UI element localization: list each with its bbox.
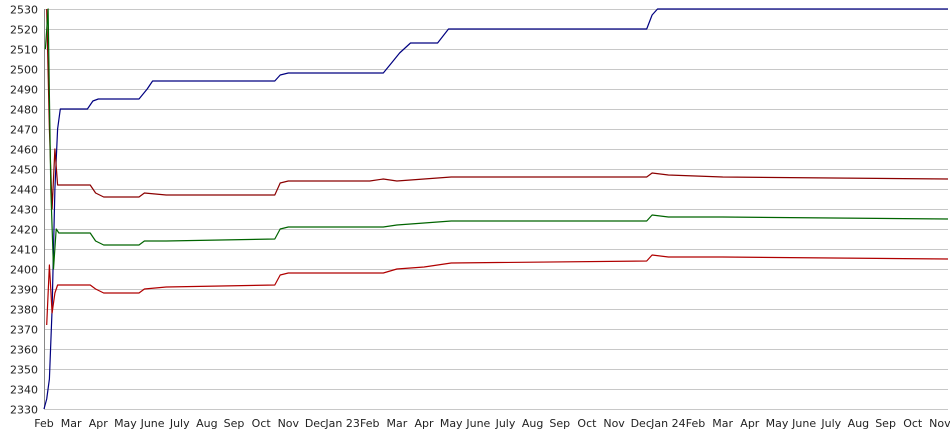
y-tick-label: 2500 bbox=[10, 64, 38, 77]
x-tick-label: Dec bbox=[631, 417, 652, 430]
x-tick-label: Oct bbox=[903, 417, 923, 430]
x-tick-label: July bbox=[169, 417, 190, 430]
x-tick-label: July bbox=[495, 417, 516, 430]
x-tick-label: Mar bbox=[61, 417, 82, 430]
x-tick-label: Jan 23 bbox=[324, 417, 359, 430]
series-line-2 bbox=[46, 8, 949, 210]
x-tick-label: Sep bbox=[549, 417, 570, 430]
y-tick-label: 2360 bbox=[10, 344, 38, 357]
y-tick-label: 2480 bbox=[10, 104, 38, 117]
x-tick-label: May bbox=[766, 417, 789, 430]
y-tick-label: 2490 bbox=[10, 84, 38, 97]
y-axis: 2330 2340 2350 2360 2370 2380 2390 2400 2410 2420… bbox=[10, 4, 38, 417]
series-line-4 bbox=[46, 254, 949, 326]
x-axis: Feb Mar Apr May June July Aug Sep Oct Nov Dec Jan 2… bbox=[34, 417, 950, 430]
x-tick-label: Nov bbox=[929, 417, 950, 430]
y-tick-label: 2440 bbox=[10, 184, 38, 197]
x-tick-label: May bbox=[440, 417, 463, 430]
y-tick-label: 2400 bbox=[10, 264, 38, 277]
x-tick-label: Dec bbox=[305, 417, 326, 430]
x-tick-label: Oct bbox=[577, 417, 597, 430]
x-tick-label: May bbox=[114, 417, 137, 430]
y-tick-label: 2390 bbox=[10, 284, 38, 297]
x-tick-label: Apr bbox=[740, 417, 760, 430]
series-line-3 bbox=[44, 8, 949, 270]
x-tick-label: Feb bbox=[686, 417, 705, 430]
x-tick-label: June bbox=[791, 417, 816, 430]
x-tick-label: June bbox=[465, 417, 490, 430]
y-tick-label: 2330 bbox=[10, 404, 38, 417]
x-tick-label: Nov bbox=[603, 417, 625, 430]
x-tick-label: Oct bbox=[252, 417, 272, 430]
x-tick-label: Nov bbox=[278, 417, 300, 430]
y-tick-label: 2410 bbox=[10, 244, 38, 257]
y-tick-label: 2530 bbox=[10, 4, 38, 17]
x-tick-label: Sep bbox=[875, 417, 896, 430]
x-tick-label: Aug bbox=[848, 417, 869, 430]
x-tick-label: Feb bbox=[360, 417, 379, 430]
y-tick-label: 2450 bbox=[10, 164, 38, 177]
x-tick-label: June bbox=[140, 417, 165, 430]
y-tick-label: 2460 bbox=[10, 144, 38, 157]
x-tick-label: Mar bbox=[712, 417, 733, 430]
y-tick-label: 2430 bbox=[10, 204, 38, 217]
x-tick-label: Sep bbox=[224, 417, 245, 430]
x-tick-label: July bbox=[820, 417, 841, 430]
x-tick-label: Feb bbox=[34, 417, 53, 430]
y-tick-label: 2340 bbox=[10, 384, 38, 397]
x-tick-label: Apr bbox=[415, 417, 435, 430]
grid bbox=[44, 9, 948, 410]
x-tick-label: Aug bbox=[196, 417, 217, 430]
y-tick-label: 2470 bbox=[10, 124, 38, 137]
x-tick-label: Aug bbox=[522, 417, 543, 430]
y-tick-label: 2520 bbox=[10, 24, 38, 37]
x-tick-label: Jan 24 bbox=[650, 417, 685, 430]
y-tick-label: 2510 bbox=[10, 44, 38, 57]
x-tick-label: Mar bbox=[387, 417, 408, 430]
y-tick-label: 2370 bbox=[10, 324, 38, 337]
y-tick-label: 2380 bbox=[10, 304, 38, 317]
y-tick-label: 2350 bbox=[10, 364, 38, 377]
series-group bbox=[43, 8, 949, 410]
y-tick-label: 2420 bbox=[10, 224, 38, 237]
x-tick-label: Apr bbox=[89, 417, 109, 430]
